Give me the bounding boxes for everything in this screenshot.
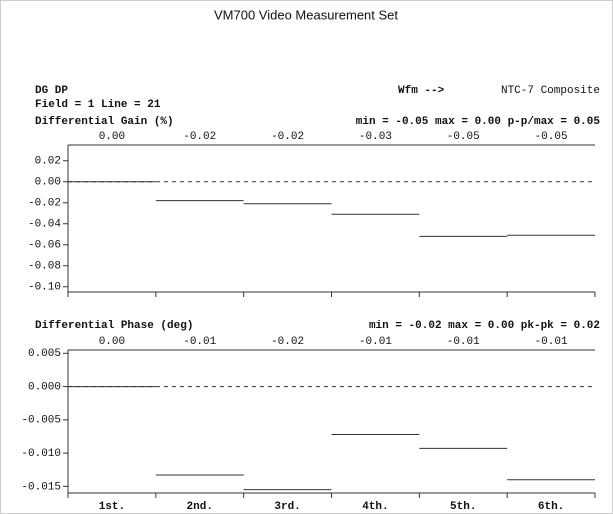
value-label: -0.01 [447, 336, 480, 348]
x-tick-label: 3rd. [274, 501, 300, 513]
field-line: Field = 1 Line = 21 [35, 99, 161, 111]
chart-stats: min = -0.02 max = 0.00 pk-pk = 0.02 [369, 320, 600, 332]
y-tick-label: 0.005 [28, 348, 61, 360]
y-tick-label: -0.04 [28, 219, 61, 231]
value-label: -0.02 [271, 131, 304, 143]
y-tick-label: -0.08 [28, 261, 61, 273]
y-tick-label: 0.000 [28, 381, 61, 393]
y-tick-label: -0.02 [28, 198, 61, 210]
x-tick-label: 1st. [99, 501, 125, 513]
value-label: 0.00 [99, 336, 125, 348]
x-tick-label: 6th. [538, 501, 564, 513]
chart-title: Differential Gain (%) [35, 116, 174, 128]
value-label: -0.02 [271, 336, 304, 348]
y-tick-label: -0.015 [21, 481, 61, 493]
chart-title: Differential Phase (deg) [35, 320, 193, 332]
window-title: VM700 Video Measurement Set [214, 7, 398, 22]
y-tick-label: -0.06 [28, 240, 61, 252]
value-label: -0.02 [183, 131, 216, 143]
y-tick-label: -0.010 [21, 448, 61, 460]
value-label: 0.00 [99, 131, 125, 143]
value-label: -0.03 [359, 131, 392, 143]
value-label: -0.05 [535, 131, 568, 143]
x-tick-label: 4th. [362, 501, 388, 513]
value-label: -0.01 [535, 336, 568, 348]
chart-stats: min = -0.05 max = 0.00 p-p/max = 0.05 [356, 116, 601, 128]
value-label: -0.05 [447, 131, 480, 143]
x-tick-label: 2nd. [187, 501, 213, 513]
value-label: -0.01 [183, 336, 216, 348]
value-label: -0.01 [359, 336, 392, 348]
y-tick-label: -0.005 [21, 415, 61, 427]
wfm: Wfm --> [398, 85, 445, 97]
mode: DG DP [35, 85, 68, 97]
x-tick-label: 5th. [450, 501, 476, 513]
y-tick-label: -0.10 [28, 282, 61, 294]
y-tick-label: 0.02 [35, 156, 61, 168]
signal: NTC-7 Composite [501, 85, 600, 97]
y-tick-label: 0.00 [35, 177, 61, 189]
